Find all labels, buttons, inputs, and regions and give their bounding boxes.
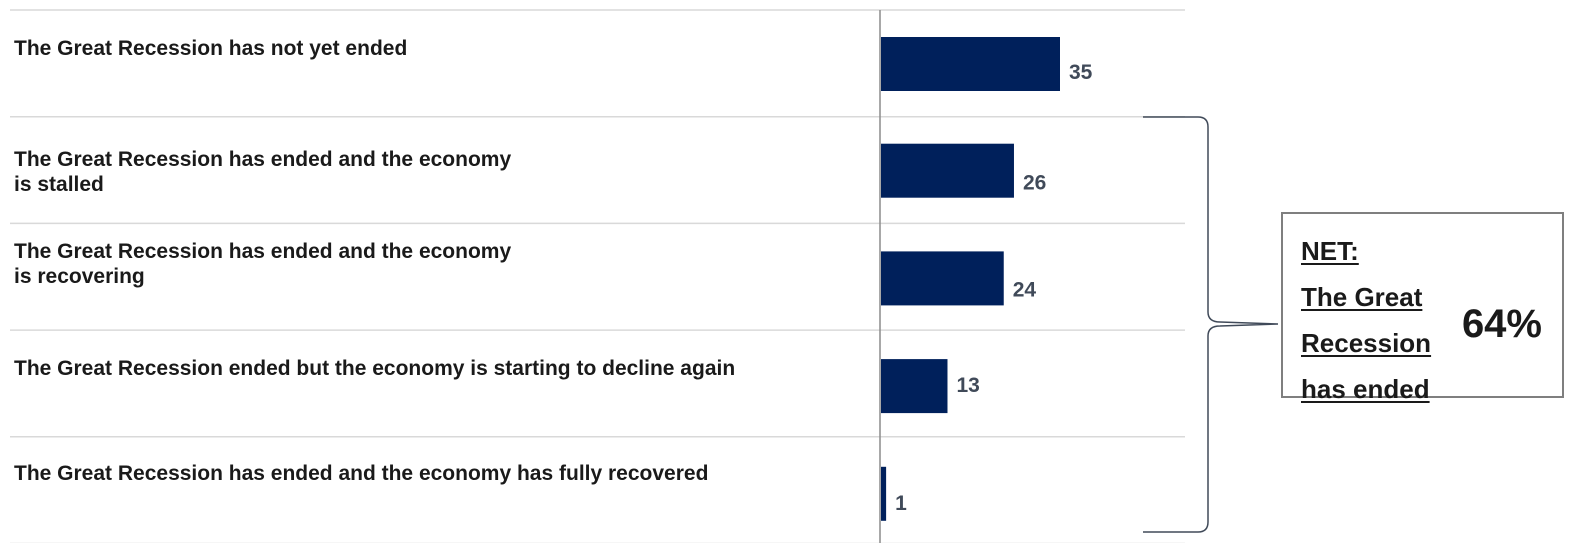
net-value: 64% <box>1461 302 1542 346</box>
bar <box>881 359 948 414</box>
category-label: The Great Recession has ended and the ec… <box>14 461 709 485</box>
net-summary-box: NET: The Great Recession has ended 64% <box>1281 212 1564 404</box>
bar-value-label: 26 <box>1023 172 1046 195</box>
bar <box>881 37 1060 91</box>
bar-value-label: 35 <box>1069 61 1093 84</box>
net-title: NET: The Great Recession has ended <box>1301 236 1432 404</box>
net-bracket <box>1143 116 1279 533</box>
category-label: The Great Recession has ended and the ec… <box>14 147 512 196</box>
category-label: The Great Recession has ended and the ec… <box>14 240 512 289</box>
category-label: The Great Recession ended but the econom… <box>14 357 736 381</box>
bar <box>881 143 1014 198</box>
bar <box>881 251 1004 306</box>
bar <box>881 466 887 521</box>
bar-value-label: 24 <box>1013 278 1037 301</box>
bar-value-label: 13 <box>956 374 979 397</box>
bar-value-label: 1 <box>895 492 907 515</box>
category-label: The Great Recession has not yet ended <box>14 37 408 60</box>
